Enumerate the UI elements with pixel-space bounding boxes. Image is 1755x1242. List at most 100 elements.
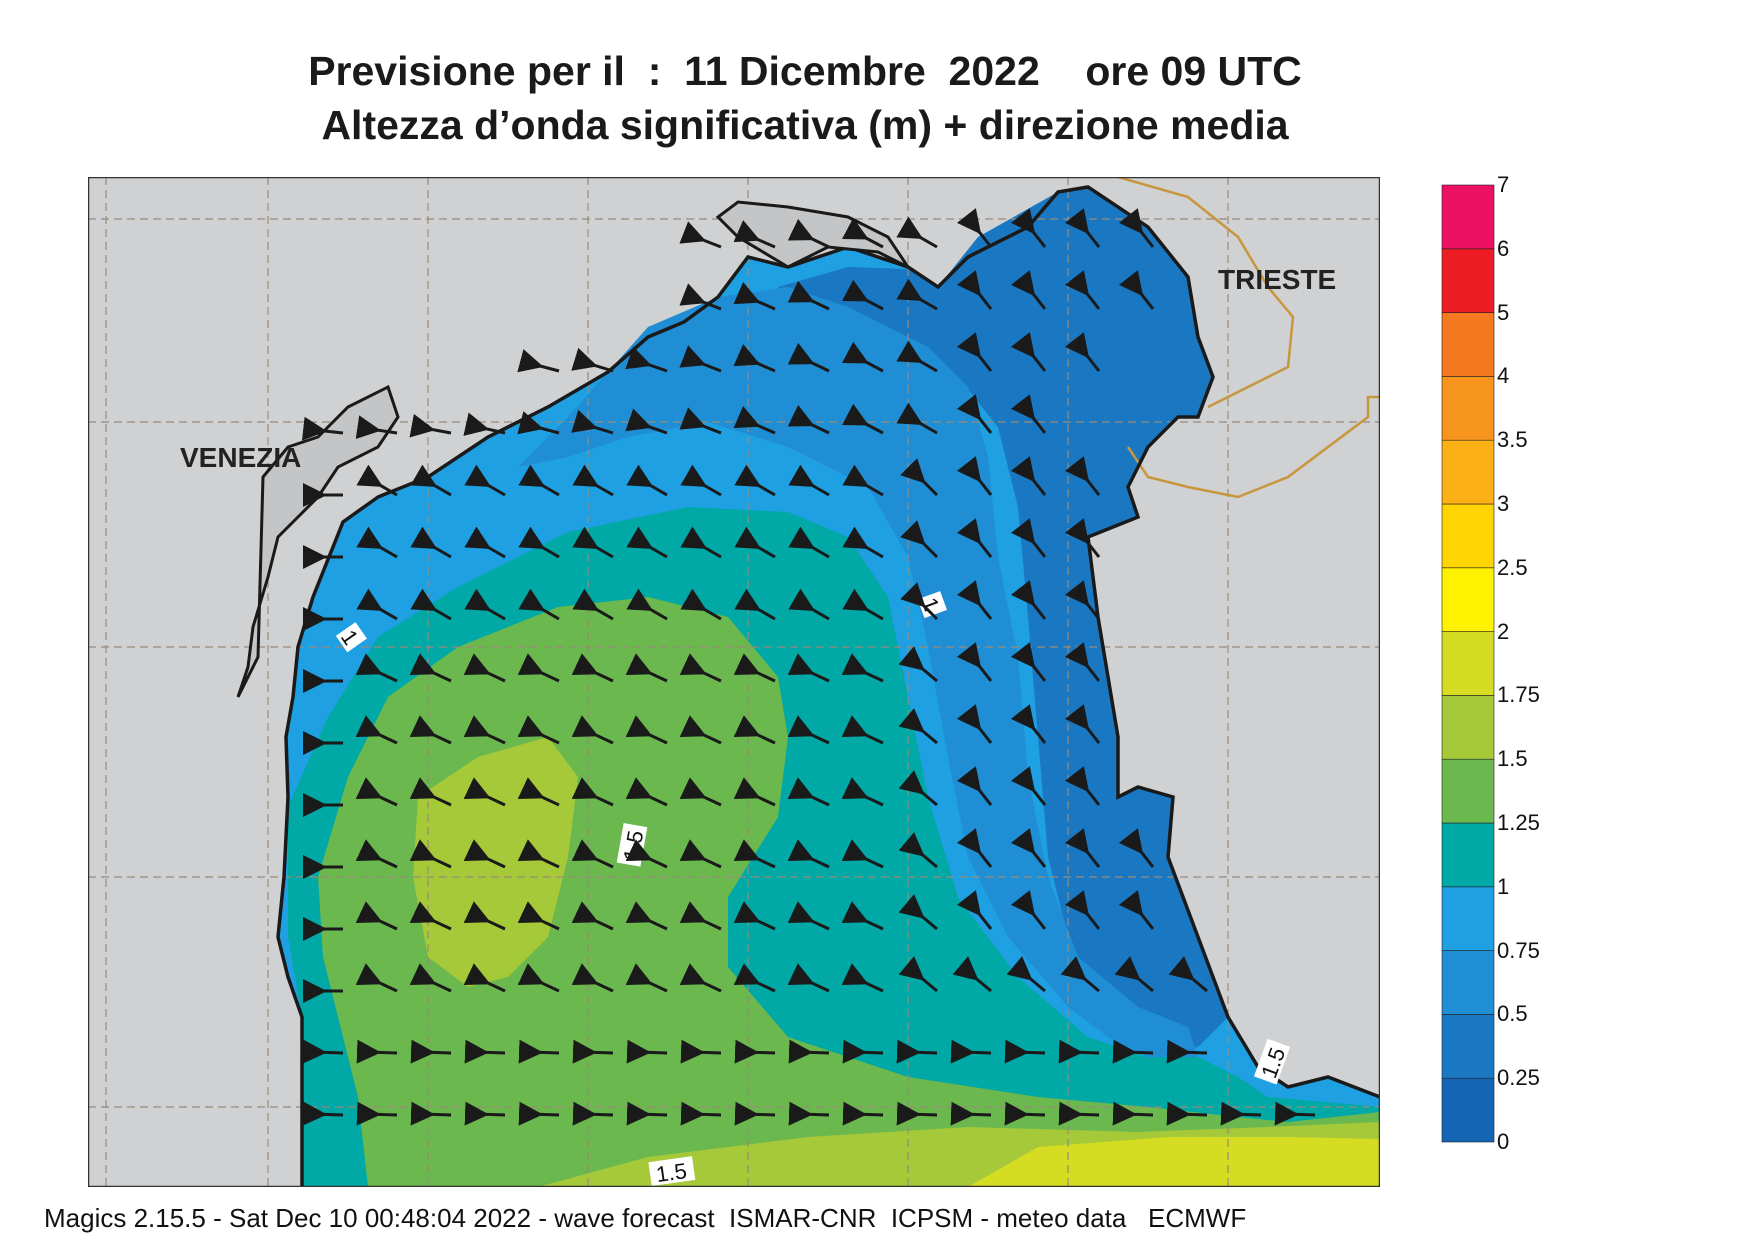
wave-arrow	[898, 832, 938, 869]
legend-swatch	[1441, 1077, 1495, 1143]
wave-arrow	[679, 283, 722, 311]
wave-arrow	[1166, 1101, 1208, 1126]
wave-arrow	[464, 526, 506, 559]
legend-swatch	[1441, 567, 1495, 632]
wave-arrow	[679, 221, 722, 249]
wave-arrow	[625, 346, 668, 373]
wave-arrow	[1118, 890, 1155, 930]
wave-arrow	[1064, 332, 1101, 372]
wave-arrow	[409, 901, 452, 931]
legend-label: 0.75	[1497, 937, 1540, 963]
wave-arrow	[900, 458, 939, 497]
wave-arrow	[787, 777, 830, 807]
legend-swatch	[1441, 1014, 1495, 1079]
wave-arrow	[896, 340, 938, 373]
wave-arrow	[734, 1101, 776, 1126]
wave-arrow	[464, 464, 506, 497]
wave-arrow	[355, 777, 398, 807]
legend-swatch	[1441, 758, 1495, 824]
legend-swatch	[1441, 248, 1495, 313]
wave-arrow	[896, 278, 938, 311]
city-label-trieste: TRIESTE	[1218, 264, 1336, 295]
wave-arrow	[841, 839, 884, 869]
wave-arrow	[1010, 766, 1047, 806]
wave-arrow	[571, 901, 614, 931]
wave-arrow	[734, 464, 776, 497]
wave-arrow	[842, 279, 884, 311]
wave-arrow	[625, 963, 668, 993]
wave-arrow	[356, 1039, 398, 1064]
legend-label: 7	[1497, 172, 1510, 197]
legend-label: 4	[1497, 363, 1510, 389]
wave-arrow	[842, 1039, 884, 1064]
wave-arrow	[898, 894, 938, 931]
wave-arrow	[1064, 456, 1101, 496]
wave-arrow	[625, 653, 668, 683]
wave-arrow	[680, 464, 722, 497]
wave-arrow	[1010, 580, 1047, 620]
wave-direction-arrows	[301, 208, 1316, 1126]
wave-arrow	[571, 715, 614, 745]
wave-arrow	[1004, 1101, 1046, 1126]
wave-arrow	[787, 653, 830, 683]
wave-arrow	[626, 1039, 668, 1064]
wave-arrow	[787, 715, 830, 745]
wave-arrow	[626, 588, 668, 621]
wave-arrow	[842, 464, 884, 497]
wave-arrow	[517, 349, 560, 373]
wave-arrow	[1064, 828, 1101, 868]
wave-arrow	[625, 901, 668, 931]
wave-arrow	[733, 777, 776, 807]
legend-swatch	[1441, 312, 1495, 377]
wave-arrow	[898, 956, 938, 993]
wave-arrow	[518, 1039, 560, 1064]
wave-arrow	[518, 588, 560, 621]
wave-arrow	[409, 413, 452, 438]
wave-arrow	[788, 526, 830, 559]
wave-arrow	[463, 715, 506, 745]
wave-arrow	[625, 839, 668, 869]
wave-arrow	[1064, 704, 1101, 744]
wave-arrow	[571, 653, 614, 683]
wave-arrow	[733, 653, 776, 683]
wave-arrow	[842, 588, 884, 621]
sea-band-1.75-south	[968, 1137, 1380, 1187]
wave-arrow	[410, 588, 452, 621]
legend-swatch	[1441, 439, 1495, 505]
wave-arrow	[956, 828, 993, 868]
wave-arrow	[956, 456, 993, 496]
legend-label: 1.5	[1497, 746, 1528, 772]
wave-arrow	[1118, 208, 1155, 248]
wave-arrow	[410, 464, 452, 497]
wave-arrow	[1274, 1101, 1316, 1126]
wave-arrow	[1004, 1039, 1046, 1064]
wave-arrow	[788, 1101, 830, 1126]
wave-arrow	[679, 345, 722, 373]
wave-arrow	[788, 464, 830, 497]
wave-arrow	[517, 653, 560, 683]
wave-arrow	[950, 1101, 992, 1126]
legend-swatch	[1441, 503, 1495, 569]
wave-arrow	[356, 464, 398, 497]
wave-arrow	[841, 963, 884, 993]
svg-text:1.5: 1.5	[618, 829, 648, 863]
wave-arrow	[356, 588, 398, 621]
wave-arrow	[1114, 956, 1154, 993]
legend-swatch	[1441, 950, 1495, 1015]
legend-label: 1.25	[1497, 810, 1540, 835]
wave-arrow	[1010, 208, 1047, 248]
wave-arrow	[841, 777, 884, 807]
wave-arrow	[1064, 270, 1101, 310]
wave-arrow	[463, 653, 506, 683]
wave-arrow	[788, 1039, 830, 1064]
wave-arrow	[896, 216, 938, 249]
wave-arrow	[409, 653, 452, 683]
wave-arrow	[956, 580, 993, 620]
wave-arrow	[410, 526, 452, 559]
wave-arrow	[1220, 1101, 1262, 1126]
wave-arrow	[734, 526, 776, 559]
legend-swatch	[1441, 886, 1495, 951]
wave-arrow	[734, 588, 776, 621]
wave-arrow	[733, 220, 776, 249]
sea-band-0.5	[518, 287, 1198, 1057]
